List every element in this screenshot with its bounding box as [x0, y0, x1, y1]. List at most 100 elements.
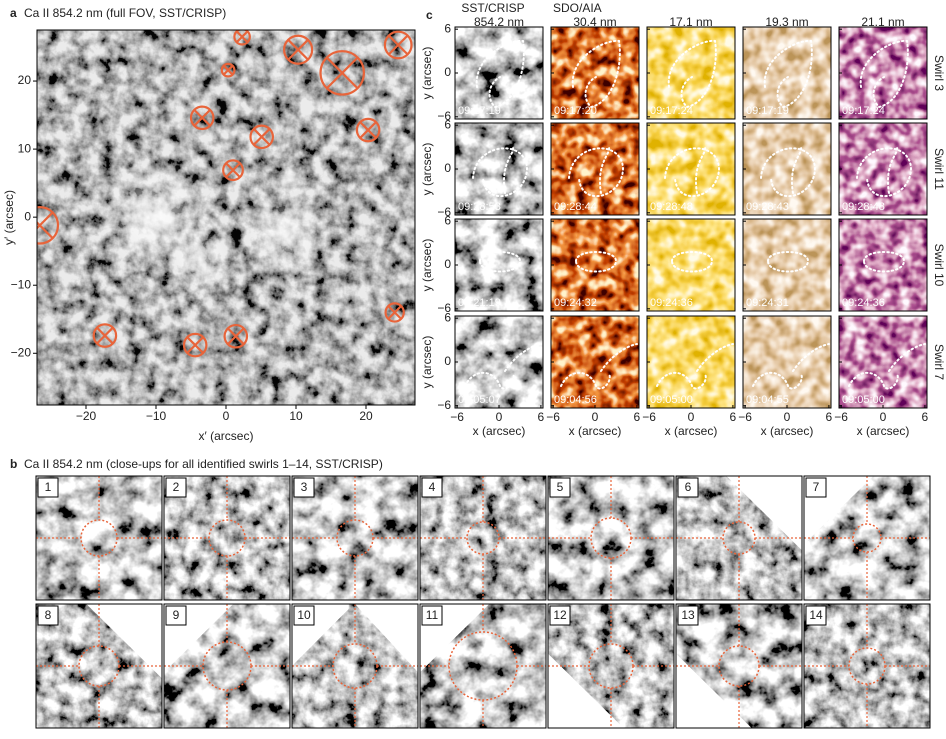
bright-region [276, 166, 304, 194]
swirl-marker [233, 30, 251, 46]
timestamp: 09:05:07 [458, 394, 501, 406]
marker-cross [96, 326, 114, 345]
swirl-circle [466, 521, 500, 555]
swirl-marker [223, 323, 249, 349]
number-box [805, 605, 827, 626]
swirl-number: 13 [681, 608, 695, 622]
image-texture [647, 27, 735, 119]
number-box [165, 477, 187, 498]
swirl-marker [355, 117, 381, 143]
marker-circle [283, 34, 314, 65]
swirl-marker [222, 159, 244, 182]
swirl-contour [656, 343, 734, 390]
image-texture [551, 219, 639, 311]
swirl-circle [852, 523, 882, 553]
swirl-circle [718, 645, 760, 687]
image-frame [803, 603, 931, 729]
image-frame [547, 603, 675, 729]
image-frame [291, 475, 419, 601]
crosshair [548, 604, 674, 728]
swirl-marker [189, 105, 215, 131]
crosshair [36, 476, 162, 600]
blank-corner [726, 476, 802, 551]
crosshair [292, 476, 418, 600]
marker-circle [319, 50, 366, 96]
y-tick-label: 20 [18, 73, 32, 87]
y-tick-label: −6 [437, 301, 451, 315]
number-box [165, 605, 187, 626]
swirl-circle [208, 519, 246, 557]
y-tick-label: 0 [444, 161, 451, 175]
group-header: SDO/AIA [553, 1, 602, 15]
image-texture [551, 27, 639, 119]
panel-label: c [426, 8, 433, 22]
x-tick-label: 6 [634, 410, 641, 424]
y-tick-label: −20 [11, 345, 32, 359]
marker-circle [222, 159, 244, 182]
image-frame [35, 475, 163, 601]
image-texture [455, 219, 543, 311]
y-tick-label: 10 [18, 141, 32, 155]
blank-corner [292, 604, 418, 673]
swirl-number: 7 [813, 480, 820, 494]
marker-cross [359, 121, 377, 139]
x-tick-label: −6 [546, 410, 560, 424]
x-tick-label: 6 [538, 410, 545, 424]
marker-circle [233, 30, 251, 46]
timestamp: 09:05:00 [650, 394, 693, 406]
image-frame [675, 475, 803, 601]
image-texture [551, 123, 639, 215]
panel-title: Ca II 854.2 nm (full FOV, SST/CRISP) [24, 6, 226, 20]
crosshair [164, 476, 290, 600]
swirl-circle [336, 519, 374, 557]
close-up: 12 [547, 603, 675, 729]
x-tick-label: 0 [496, 410, 503, 424]
image-texture [647, 123, 735, 215]
column-header: 19.3 nm [765, 15, 808, 29]
x-tick-label: 0 [784, 410, 791, 424]
close-up: 8 [35, 603, 163, 729]
swirl-number: 10 [297, 608, 311, 622]
timestamp: 09:21:19 [458, 297, 501, 309]
row-label: Swirl 7 [932, 344, 946, 380]
timestamp: 09:17:19 [458, 105, 501, 117]
image-texture [551, 316, 639, 408]
marker-cross [37, 211, 54, 239]
blank-corner [86, 604, 162, 679]
swirl-contour [664, 147, 721, 197]
swirl-number: 9 [173, 608, 180, 622]
swirl-circle [722, 521, 756, 555]
image-frame [163, 603, 291, 729]
image-frame [291, 603, 419, 729]
swirl-number: 1 [45, 480, 52, 494]
marker-circle [220, 62, 236, 78]
timestamp: 09:28:44 [554, 201, 597, 213]
swirl-contour [475, 39, 525, 109]
timestamp: 09:24:31 [746, 297, 789, 309]
swirl-number: 4 [429, 480, 436, 494]
image-texture [647, 219, 735, 311]
x-axis-label: x (arcsec) [761, 424, 814, 438]
number-box [805, 477, 827, 498]
number-box [37, 605, 59, 626]
image-texture [743, 219, 831, 311]
marker-circle [182, 332, 208, 358]
swirl-marker [37, 206, 60, 245]
swirl-number: 8 [45, 608, 52, 622]
swirl-contour [464, 343, 542, 390]
swirl-marker [384, 302, 405, 323]
group-header: SST/CRISP [461, 1, 524, 15]
bright-region [245, 195, 325, 275]
y-axis-label: y (arcsec) [420, 239, 434, 292]
image-frame [803, 475, 931, 601]
x-tick-label: 0 [880, 410, 887, 424]
timestamp: 09:04:55 [746, 394, 789, 406]
swirl-contour [767, 251, 810, 273]
number-box [421, 477, 443, 498]
swirl-circle [332, 643, 378, 689]
y-axis-label: y (arcsec) [420, 47, 434, 100]
marker-circle [355, 117, 381, 143]
marker-circle [189, 105, 215, 131]
x-tick-label: 0 [688, 410, 695, 424]
image-texture [455, 27, 543, 119]
